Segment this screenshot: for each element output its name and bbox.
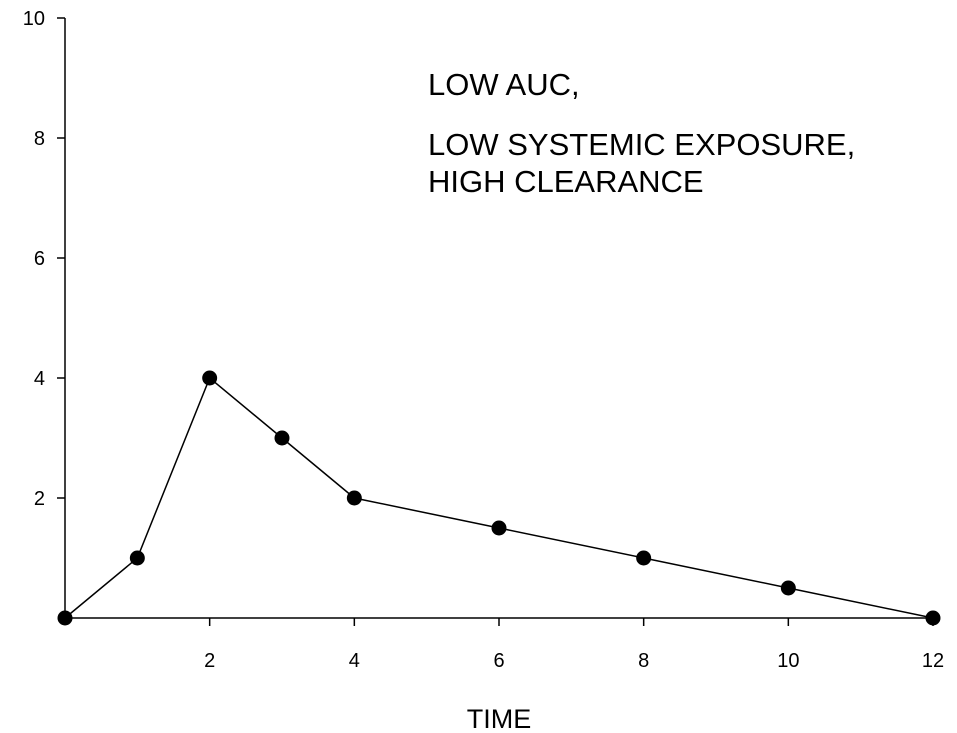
x-tick-label: 8	[638, 650, 649, 672]
series-line	[64, 376, 934, 619]
annotation: LOW AUC, LOW SYSTEMIC EXPOSURE, HIGH CLE…	[428, 67, 855, 199]
y-tick-label: 8	[34, 128, 45, 150]
y-tick-label: 10	[23, 8, 45, 30]
x-tick-label: 6	[493, 650, 504, 672]
data-point	[491, 520, 507, 536]
annotation-line-3: HIGH CLEARANCE	[428, 164, 704, 199]
annotation-line-2: LOW SYSTEMIC EXPOSURE,	[428, 127, 855, 162]
y-tick-label: 4	[34, 368, 45, 390]
x-tick-label: 4	[349, 650, 360, 672]
y-ticks: 2 4 6 8 10	[23, 8, 65, 510]
y-tick-label: 6	[34, 248, 45, 270]
data-point	[346, 490, 362, 506]
data-point	[636, 550, 652, 566]
data-point	[274, 430, 290, 446]
data-point	[129, 550, 145, 566]
series-layer	[57, 370, 941, 626]
x-tick-label: 2	[204, 650, 215, 672]
annotation-line-1: LOW AUC,	[428, 67, 580, 102]
data-point	[57, 610, 73, 626]
y-tick-label: 2	[34, 488, 45, 510]
data-point	[202, 370, 218, 386]
data-point	[925, 610, 941, 626]
x-axis-title: TIME	[467, 704, 532, 733]
x-ticks: 2 4 6 8 10 12	[204, 618, 944, 672]
x-tick-label: 10	[777, 650, 799, 672]
data-point	[780, 580, 796, 596]
x-tick-label: 12	[922, 650, 944, 672]
